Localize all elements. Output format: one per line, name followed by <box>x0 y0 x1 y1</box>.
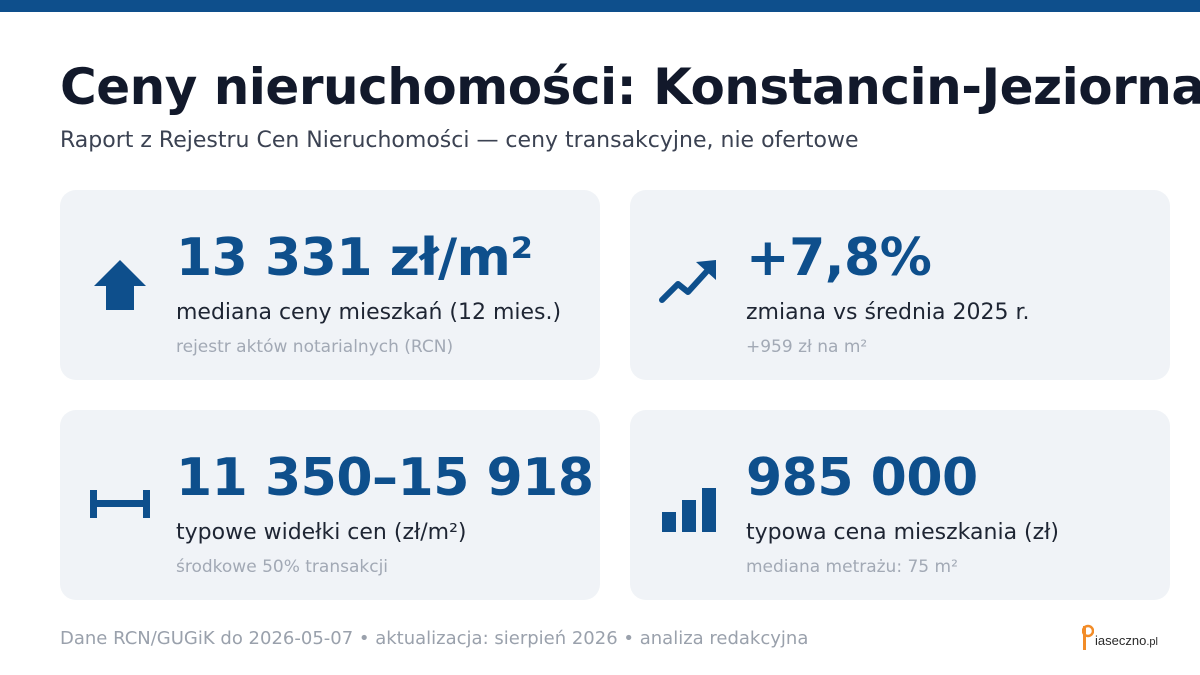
stat-label: typowe widełki cen (zł/m²) <box>176 520 467 545</box>
page-subtitle: Raport z Rejestru Cen Nieruchomości — ce… <box>60 128 859 153</box>
stat-card-typical-price: 985 000 typowa cena mieszkania (zł) medi… <box>630 410 1170 600</box>
stat-label: typowa cena mieszkania (zł) <box>746 520 1060 545</box>
trend-up-icon <box>658 252 722 316</box>
logo-p-mark <box>1082 624 1094 650</box>
source-footer: Dane RCN/GUGiK do 2026-05-07 • aktualiza… <box>60 628 809 649</box>
stat-value: 11 350–15 918 <box>176 448 594 508</box>
stat-value: 13 331 zł/m² <box>176 228 533 288</box>
stat-note: +959 zł na m² <box>746 337 868 357</box>
page-title: Ceny nieruchomości: Konstancin-Jeziorna <box>60 58 1200 116</box>
stat-note: rejestr aktów notarialnych (RCN) <box>176 337 454 357</box>
stat-note: mediana metrażu: 75 m² <box>746 557 958 577</box>
bar-chart-icon <box>658 472 722 536</box>
stat-card-change: +7,8% zmiana vs średnia 2025 r. +959 zł … <box>630 190 1170 380</box>
stat-note: środkowe 50% transakcji <box>176 557 389 577</box>
stat-label: mediana ceny mieszkań (12 mies.) <box>176 300 562 325</box>
stat-value: 985 000 <box>746 448 978 508</box>
top-accent-bar <box>0 0 1200 12</box>
house-arrow-icon <box>88 252 152 316</box>
logo-name: iaseczno <box>1095 633 1147 648</box>
stat-value: +7,8% <box>746 228 932 288</box>
stat-label: zmiana vs średnia 2025 r. <box>746 300 1030 325</box>
stat-card-price-range: 11 350–15 918 typowe widełki cen (zł/m²)… <box>60 410 600 600</box>
range-icon <box>88 472 152 536</box>
brand-logo[interactable]: iaseczno.pl <box>1082 624 1158 650</box>
logo-tld: .pl <box>1146 636 1158 648</box>
logo-text: iaseczno.pl <box>1095 634 1158 650</box>
stat-card-median-price: 13 331 zł/m² mediana ceny mieszkań (12 m… <box>60 190 600 380</box>
